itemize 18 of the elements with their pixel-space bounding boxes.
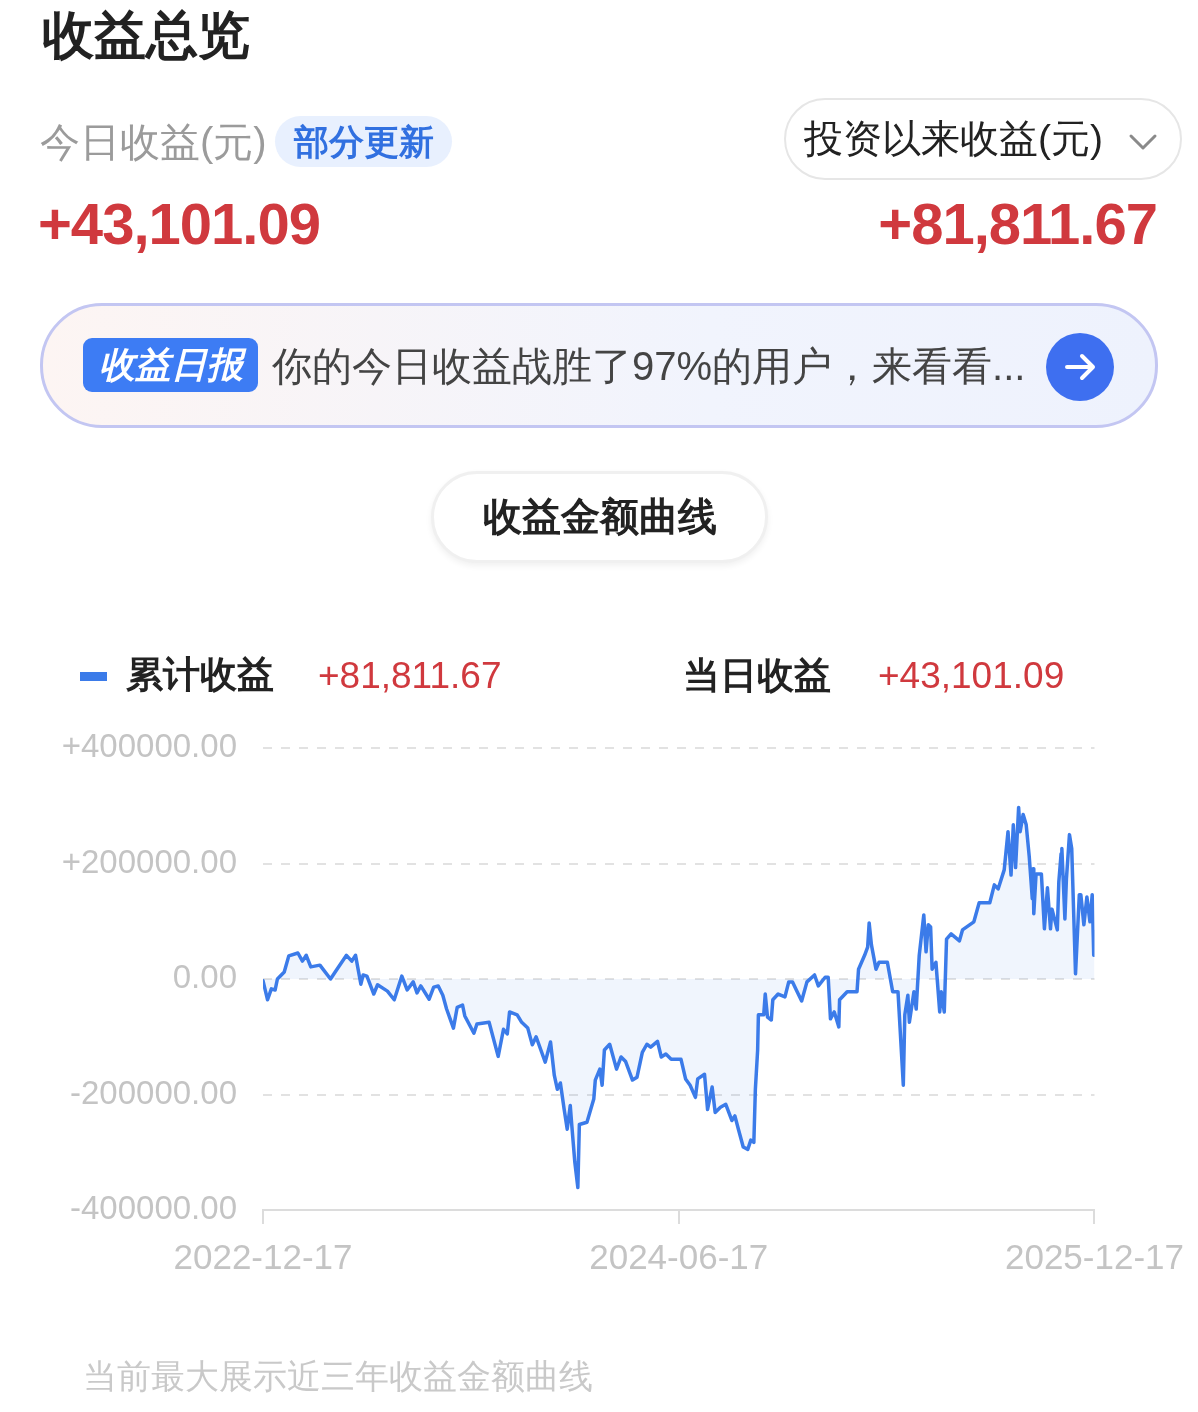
text: +43,101.09	[878, 654, 1065, 698]
text: 今日收益(元)	[40, 119, 267, 166]
y-tick-label: -400000.00	[70, 1189, 237, 1227]
text: +81,811.67	[318, 654, 502, 698]
text: 当日收益	[683, 654, 831, 698]
text: +43,101.09	[38, 190, 320, 258]
y-tick-label: +200000.00	[61, 842, 237, 880]
x-tick-label: 2024-06-17	[589, 1236, 769, 1276]
text: 投资以来收益(元)	[804, 116, 1103, 162]
legend-label: 累计收益	[125, 653, 274, 695]
chart-title: 收益总览	[42, 5, 250, 66]
y-tick-label: +400000.00	[61, 727, 237, 765]
y-tick-label: -200000.00	[70, 1073, 237, 1111]
x-tick-label: 2022-12-17	[173, 1236, 353, 1276]
text: 你的今日收益战胜了97%的用户，来看看...	[272, 343, 1026, 390]
y-tick-label: 0.00	[172, 958, 237, 996]
text: +81,811.67	[878, 190, 1157, 258]
x-tick-label: 2025-12-17	[1004, 1236, 1185, 1276]
